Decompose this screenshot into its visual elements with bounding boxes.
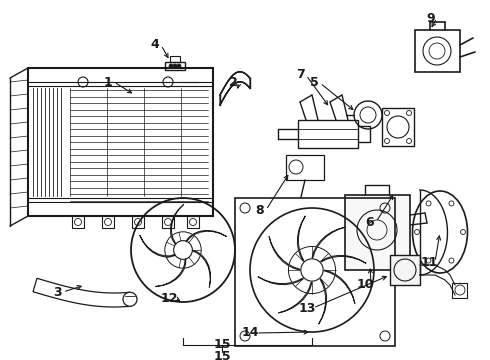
Polygon shape xyxy=(269,237,299,270)
Bar xyxy=(235,198,395,346)
Bar xyxy=(162,216,174,228)
Polygon shape xyxy=(220,72,250,105)
Polygon shape xyxy=(33,278,131,307)
Bar xyxy=(102,216,114,228)
Text: 8: 8 xyxy=(256,203,264,216)
Bar xyxy=(132,216,144,228)
Text: 15: 15 xyxy=(213,350,231,360)
Text: 14: 14 xyxy=(241,327,259,339)
Polygon shape xyxy=(321,255,366,264)
Circle shape xyxy=(177,64,181,68)
Polygon shape xyxy=(258,276,303,285)
Bar xyxy=(28,68,213,216)
Polygon shape xyxy=(278,282,312,313)
Polygon shape xyxy=(324,270,355,303)
Circle shape xyxy=(173,64,177,68)
Bar xyxy=(187,216,199,228)
Bar xyxy=(382,108,414,146)
Circle shape xyxy=(123,292,137,306)
Circle shape xyxy=(169,64,173,68)
Text: 11: 11 xyxy=(420,256,438,269)
Text: 4: 4 xyxy=(150,39,159,51)
Text: 5: 5 xyxy=(310,77,318,90)
Polygon shape xyxy=(192,250,211,288)
Polygon shape xyxy=(140,235,175,257)
Text: 6: 6 xyxy=(366,216,374,229)
Bar xyxy=(170,56,180,62)
Polygon shape xyxy=(318,279,327,324)
Polygon shape xyxy=(312,227,345,258)
Bar xyxy=(298,120,358,148)
Text: 13: 13 xyxy=(298,302,316,315)
Polygon shape xyxy=(171,204,184,244)
Text: 12: 12 xyxy=(160,292,178,305)
Polygon shape xyxy=(186,230,227,242)
Text: 15: 15 xyxy=(213,338,231,351)
Polygon shape xyxy=(155,259,186,287)
Bar xyxy=(415,30,460,72)
Text: 1: 1 xyxy=(103,76,112,89)
Bar xyxy=(165,62,185,70)
Polygon shape xyxy=(297,216,305,261)
Bar xyxy=(345,195,410,270)
Text: 2: 2 xyxy=(229,76,237,89)
Bar xyxy=(286,155,324,180)
Text: 3: 3 xyxy=(53,285,61,298)
Text: 7: 7 xyxy=(295,68,304,81)
Bar xyxy=(72,216,84,228)
Bar xyxy=(390,255,420,285)
Bar xyxy=(452,283,467,298)
Text: 9: 9 xyxy=(427,12,435,24)
Text: 10: 10 xyxy=(356,279,374,292)
